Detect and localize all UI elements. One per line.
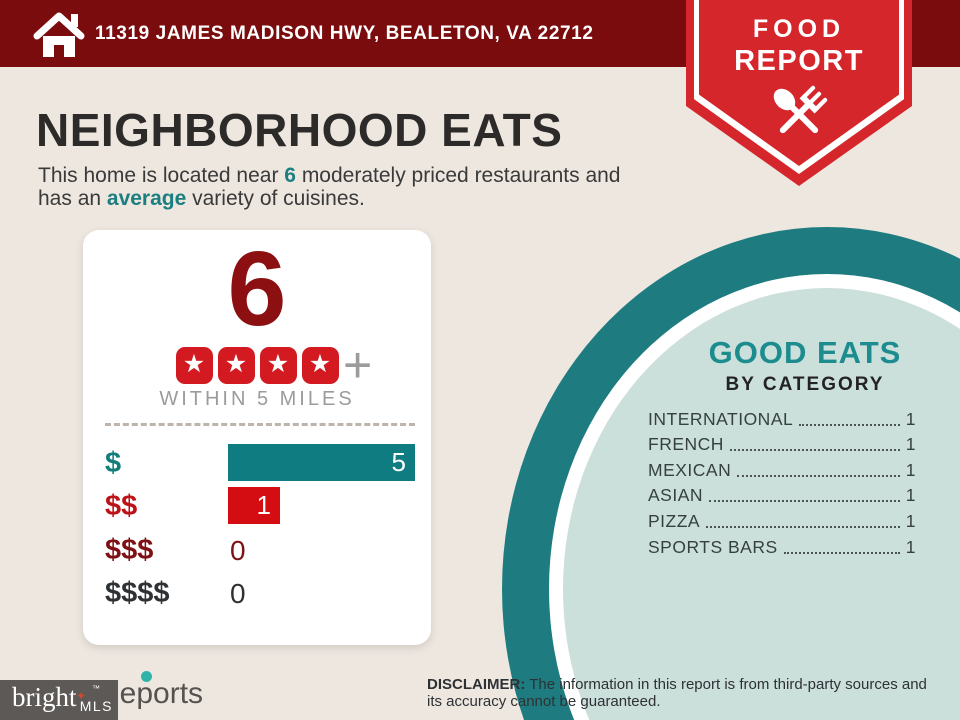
dotted-leader bbox=[783, 551, 900, 554]
logo-dot-icon bbox=[141, 671, 152, 682]
property-address: 11319 JAMES MADISON HWY, BEALETON, VA 22… bbox=[95, 23, 594, 44]
star-icon bbox=[259, 347, 297, 384]
disclaimer-text: DISCLAIMER: The information in this repo… bbox=[427, 676, 927, 711]
price-tier-row: $$$$ 0 bbox=[105, 574, 415, 612]
home-icon bbox=[33, 12, 85, 57]
radius-label: WITHIN 5 MILES bbox=[159, 388, 355, 410]
category-row: SPORTS BARS 1 bbox=[648, 532, 916, 558]
dotted-leader bbox=[709, 500, 900, 503]
categories-list: INTERNATIONAL 1 FRENCH 1 MEXICAN 1 ASIAN… bbox=[648, 404, 916, 558]
category-label: INTERNATIONAL bbox=[648, 408, 794, 429]
page-title: NEIGHBORHOOD EATS bbox=[36, 104, 563, 156]
intro-seg3: variety of cuisines. bbox=[186, 187, 365, 210]
categories-title: GOOD EATS bbox=[708, 335, 902, 370]
category-label: FRENCH bbox=[648, 434, 724, 455]
category-row: INTERNATIONAL 1 bbox=[648, 404, 916, 430]
category-label: ASIAN bbox=[648, 485, 704, 506]
star-icon bbox=[175, 347, 213, 384]
plus-icon: + bbox=[343, 337, 373, 393]
sparkle-icon: ✦ bbox=[76, 689, 87, 703]
price-tier-value: 0 bbox=[230, 535, 246, 566]
dotted-leader bbox=[799, 423, 900, 426]
intro-seg2: moderately priced restaurants and has an bbox=[38, 164, 621, 210]
brand-name: bright bbox=[12, 682, 77, 712]
category-row: MEXICAN 1 bbox=[648, 455, 916, 481]
badge-title-line2: REPORT bbox=[734, 45, 864, 77]
bright-mls-logo: bright ✦ ™ MLS bbox=[0, 680, 118, 720]
price-tier-row: $ 5 bbox=[105, 444, 415, 482]
dotted-leader bbox=[737, 474, 900, 477]
category-value: 1 bbox=[905, 510, 916, 531]
price-tier-label: $$$$ bbox=[105, 577, 170, 609]
category-value: 1 bbox=[905, 485, 916, 506]
price-tier-label: $ bbox=[105, 447, 122, 479]
food-report-badge: FOOD REPORT bbox=[686, 0, 912, 186]
price-tier-value: 0 bbox=[230, 578, 246, 609]
category-row: PIZZA 1 bbox=[648, 506, 916, 532]
category-row: FRENCH 1 bbox=[648, 430, 916, 456]
disclaimer-label: DISCLAIMER: bbox=[427, 676, 526, 693]
restaurant-count: 6 bbox=[227, 230, 287, 348]
category-label: PIZZA bbox=[648, 510, 701, 531]
category-value: 1 bbox=[905, 408, 916, 429]
category-label: MEXICAN bbox=[648, 459, 732, 480]
price-tier-label: $$ bbox=[105, 490, 138, 522]
intro-sentence: This home is located near 6 moderately p… bbox=[38, 164, 658, 210]
dashed-divider bbox=[105, 423, 415, 426]
category-row: ASIAN 1 bbox=[648, 481, 916, 507]
spoon-and-fork-icon bbox=[773, 85, 828, 134]
price-tier-row: $$$ 0 bbox=[105, 531, 415, 569]
price-tier-bar: 5 bbox=[228, 444, 415, 481]
category-value: 1 bbox=[905, 536, 916, 557]
star-icon bbox=[217, 347, 255, 384]
intro-highlight: average bbox=[106, 187, 187, 210]
category-label: SPORTS BARS bbox=[648, 536, 778, 557]
badge-title: FOOD REPORT bbox=[686, 15, 912, 78]
intro-count: 6 bbox=[284, 164, 296, 187]
star-icon bbox=[301, 347, 339, 384]
intro-seg1: This home is located near bbox=[38, 164, 285, 187]
price-tier-row: $$ 1 bbox=[105, 487, 415, 525]
price-tier-bar: 1 bbox=[228, 487, 280, 524]
brand-suffix: MLS bbox=[79, 698, 113, 714]
dotted-leader bbox=[706, 525, 900, 528]
dotted-leader bbox=[729, 449, 900, 452]
category-value: 1 bbox=[905, 434, 916, 455]
categories-subtitle: BY CATEGORY bbox=[725, 374, 885, 395]
star-rating bbox=[83, 347, 431, 384]
trademark-symbol: ™ bbox=[92, 684, 100, 693]
category-value: 1 bbox=[905, 459, 916, 480]
restaurant-summary-card: 6 + WITHIN 5 MILES $ 5 $$ 1 $$$ 0 $$$$ 0 bbox=[83, 230, 431, 645]
badge-title-line1: FOOD bbox=[752, 15, 846, 43]
disclaimer-body: The information in this report is from t… bbox=[427, 676, 927, 711]
price-tier-label: $$$ bbox=[105, 534, 154, 566]
categories-header: GOOD EATS BY CATEGORY bbox=[645, 335, 960, 396]
